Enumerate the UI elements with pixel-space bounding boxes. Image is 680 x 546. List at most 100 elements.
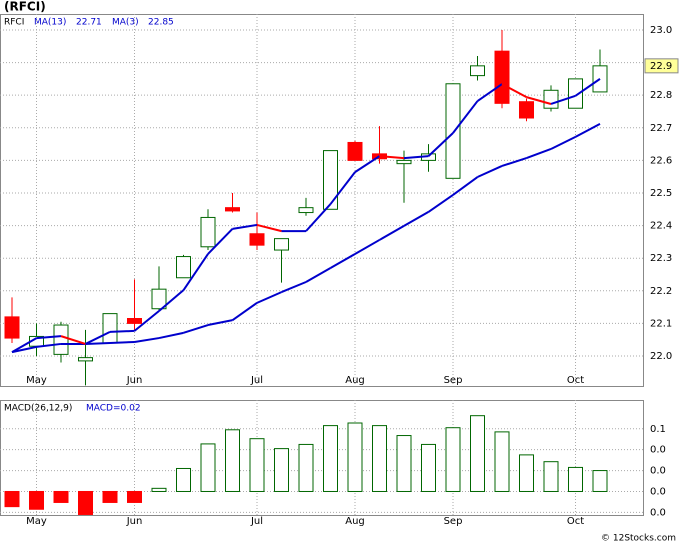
candle-body: [396, 159, 412, 165]
ma-line: [427, 194, 454, 213]
ma-line: [85, 341, 111, 345]
macd-bar: [323, 425, 338, 492]
legend-ma13: MA(13): [34, 18, 66, 28]
ma-line: [256, 291, 282, 304]
ma-line: [232, 223, 258, 230]
y-tick-label: 0.0: [650, 486, 666, 497]
ma-line: [305, 267, 331, 283]
y-tick-label: 0.1: [650, 424, 666, 435]
x-tick-label: Jun: [126, 375, 143, 386]
macd-bar: [372, 425, 387, 492]
candle-body: [151, 288, 167, 310]
ma-line: [305, 203, 332, 232]
ma-line: [575, 122, 601, 138]
ma-line: [329, 171, 356, 205]
y-tick-label: 23.0: [650, 25, 672, 36]
legend-ma3: MA(3): [112, 18, 139, 28]
ma-line: [36, 335, 62, 340]
ma-line: [158, 289, 185, 312]
macd-bar: [568, 466, 583, 492]
ma-line: [158, 331, 184, 340]
ma-line: [183, 324, 209, 334]
x-tick-label: May: [26, 375, 47, 386]
ma-line: [550, 94, 576, 105]
candle-body: [102, 313, 118, 344]
y-tick-label: 22.2: [650, 286, 672, 297]
ma-line: [11, 337, 37, 353]
legend-ma13-value: 22.71: [76, 18, 102, 28]
ma-line: [452, 100, 479, 134]
macd-bar: [494, 431, 510, 492]
footer: © 12Stocks.com: [601, 534, 676, 544]
macd-bar: [470, 415, 485, 492]
candle-body: [445, 83, 461, 179]
y-tick-label: 22.6: [650, 155, 672, 166]
last-price-label: 22.9: [650, 61, 672, 72]
x-tick-label: Jun: [126, 516, 143, 527]
y-tick-label: 0.0: [650, 445, 666, 456]
macd-bar: [396, 435, 412, 492]
macd-panel: [0, 400, 644, 516]
x-tick-label: Aug: [345, 516, 365, 527]
ma-line: [403, 155, 429, 160]
candle-body: [568, 78, 583, 109]
ma-line: [85, 330, 111, 345]
candle-body: [470, 65, 485, 77]
macd-bar: [347, 422, 363, 492]
macd-bar: [78, 490, 93, 515]
macd-bar: [29, 490, 44, 510]
x-tick-label: Oct: [567, 516, 584, 527]
macd-bar: [543, 461, 559, 492]
ma-line: [256, 223, 282, 233]
macd-bar: [421, 443, 436, 492]
candle-body: [53, 324, 69, 355]
ma-line: [109, 340, 135, 344]
macd-bar: [176, 467, 191, 492]
ma-line: [134, 337, 160, 343]
ma-line: [231, 302, 258, 321]
ma-line: [60, 335, 86, 345]
x-tick-label: Jul: [250, 375, 263, 386]
macd-bar: [298, 443, 314, 492]
macd-bar: [225, 429, 240, 492]
y-tick-label: 22.8: [650, 90, 672, 101]
ma-line: [403, 211, 429, 227]
macd-legend-value: MACD=0.02: [86, 404, 141, 414]
candle-body: [200, 216, 216, 248]
ma-line: [207, 319, 233, 327]
macd-bar: [127, 490, 142, 503]
ma-line: [207, 228, 234, 255]
y-tick-label: 0.0: [650, 466, 666, 477]
ma-line: [477, 165, 503, 178]
macd-bar: [274, 448, 289, 492]
y-tick-label: 22.1: [650, 318, 672, 329]
ma-line: [476, 83, 503, 102]
candle-body: [127, 318, 142, 324]
candle-body: [249, 233, 265, 246]
macd-bar: [53, 490, 69, 503]
macd-bar: [151, 487, 167, 492]
macd-bar: [249, 438, 265, 492]
y-tick-label: 22.7: [650, 123, 672, 134]
macd-bar: [102, 490, 118, 503]
ma-line: [133, 310, 160, 332]
price-panel: [0, 14, 644, 387]
x-tick-label: Oct: [567, 375, 584, 386]
x-tick-label: May: [26, 516, 47, 527]
candle-body: [176, 256, 191, 279]
candle-body: [225, 207, 240, 212]
ma-line: [379, 155, 405, 160]
y-tick-label: 22.0: [650, 351, 672, 362]
macd-bar: [200, 443, 216, 492]
ma-line: [330, 253, 356, 269]
macd-legend: MACD(26,12,9): [4, 404, 72, 414]
macd-bar: [445, 427, 461, 492]
candle-body: [323, 150, 338, 210]
candle-body: [4, 316, 20, 339]
candle-body: [519, 101, 534, 119]
x-tick-label: Jul: [250, 516, 263, 527]
y-tick-label: 22.5: [650, 188, 672, 199]
x-tick-label: Aug: [345, 375, 365, 386]
legend-ma3-value: 22.85: [148, 18, 174, 28]
ma-line: [501, 83, 527, 99]
